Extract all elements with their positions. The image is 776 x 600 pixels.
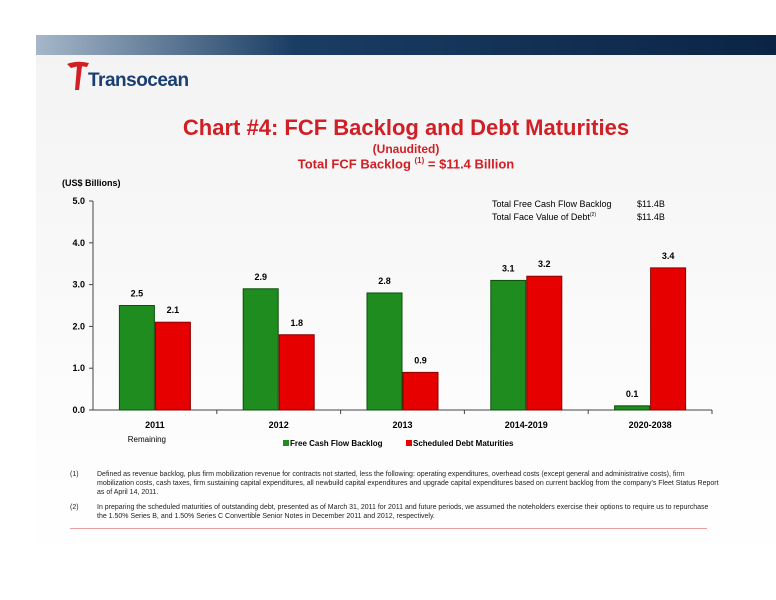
footnote-1-number: (1) <box>70 471 79 478</box>
data-label-debt-4: 3.4 <box>662 251 675 261</box>
legend-label-1: Scheduled Debt Maturities <box>413 439 514 448</box>
footnote-1-text: Defined as revenue backlog, plus firm mo… <box>97 471 719 496</box>
bar-debt-3 <box>526 275 563 411</box>
summary-fcf-value: $11.4B <box>637 199 665 209</box>
bar-fcf-3 <box>490 279 527 411</box>
top-band <box>0 0 776 35</box>
bar-fcf-2 <box>366 292 403 411</box>
footer-divider <box>70 528 707 529</box>
footnote-2: (2) In preparing the scheduled maturitie… <box>70 503 720 521</box>
summary-debt-value: $11.4B <box>637 212 665 222</box>
data-label-fcf-2: 2.8 <box>378 276 391 286</box>
summary-fcf-label: Total Free Cash Flow Backlog <box>492 199 612 209</box>
legend-swatch-1 <box>406 440 412 446</box>
summary-row-fcf: Total Free Cash Flow Backlog $11.4B <box>492 199 692 212</box>
data-label-fcf-4: 0.1 <box>626 389 639 399</box>
summary-box: Total Free Cash Flow Backlog $11.4B Tota… <box>492 199 692 225</box>
x-tick-label-3: 2014-2019 <box>505 420 548 430</box>
bar-debt-1 <box>278 334 315 411</box>
data-label-debt-3: 3.2 <box>538 259 551 269</box>
page-title: Chart #4: FCF Backlog and Debt Maturitie… <box>182 115 630 140</box>
data-label-debt-2: 0.9 <box>414 355 427 365</box>
data-label-fcf-1: 2.9 <box>254 272 267 282</box>
fcf-backlog-footnote-ref: (1) <box>414 156 425 165</box>
header-bar <box>36 35 776 55</box>
footnote-2-text: In preparing the scheduled maturities of… <box>97 504 709 520</box>
summary-row-debt: Total Face Value of Debt(2) $11.4B <box>492 212 692 225</box>
summary-debt-label-wrap: Total Face Value of Debt(2) <box>492 212 596 222</box>
data-label-debt-1: 1.8 <box>290 318 303 328</box>
bar-fcf-4 <box>614 405 651 411</box>
fcf-backlog-total: Total FCF Backlog (1) = $11.4 Billion <box>36 156 776 171</box>
data-label-fcf-0: 2.5 <box>131 289 144 299</box>
data-label-debt-0: 2.1 <box>167 305 180 315</box>
subtitle: (Unaudited) <box>372 142 440 156</box>
y-tick-label-3: 3.0 <box>72 280 85 290</box>
unit-label: (US$ Billions) <box>62 178 121 188</box>
bar-debt-4 <box>650 267 687 411</box>
y-tick-label-5: 5.0 <box>72 196 85 206</box>
legend-swatch-0 <box>283 440 289 446</box>
footnote-2-number: (2) <box>70 504 79 511</box>
bar-debt-2 <box>402 371 439 411</box>
x-tick-label-0: 2011 <box>145 420 165 430</box>
bar-fcf-1 <box>242 288 279 411</box>
bar-debt-0 <box>154 321 191 411</box>
transocean-logo-icon <box>67 61 89 90</box>
bar-fcf-0 <box>118 305 155 411</box>
x-tick-label-4: 2020-2038 <box>629 420 672 430</box>
footnote-1: (1) Defined as revenue backlog, plus fir… <box>70 470 720 497</box>
y-tick-label-2: 2.0 <box>72 321 85 331</box>
footnotes: (1) Defined as revenue backlog, plus fir… <box>70 470 720 527</box>
fcf-backlog-suffix: = $11.4 Billion <box>424 156 515 172</box>
y-tick-label-1: 1.0 <box>72 363 85 373</box>
x-tick-label-2: 2013 <box>392 420 412 430</box>
x-category-sublabel: Remaining <box>128 435 166 444</box>
fcf-backlog-prefix: Total FCF Backlog <box>297 156 415 172</box>
y-tick-label-4: 4.0 <box>72 238 85 248</box>
legend-label-0: Free Cash Flow Backlog <box>290 439 383 448</box>
summary-debt-footnote-ref: (2) <box>589 212 597 218</box>
summary-debt-label: Total Face Value of Debt <box>492 212 590 222</box>
y-tick-label-0: 0.0 <box>72 405 85 415</box>
x-tick-label-1: 2012 <box>269 420 289 430</box>
logo-text: Transocean <box>88 70 189 91</box>
data-label-fcf-3: 3.1 <box>502 263 515 273</box>
